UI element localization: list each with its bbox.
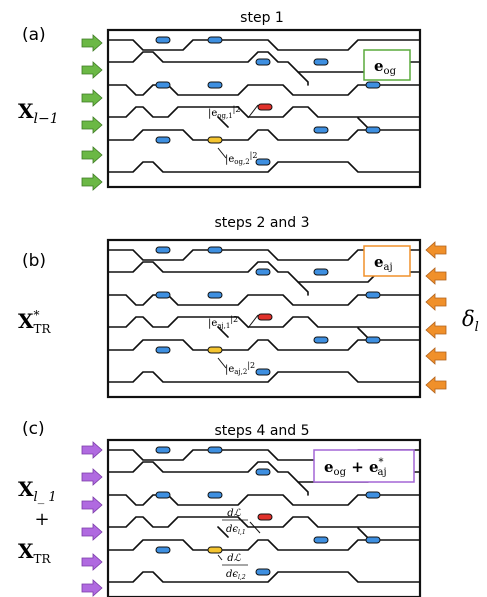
- svg-text:eog + e*aj: eog + e* aj: [324, 457, 387, 478]
- panel-b-title: steps 2 and 3: [214, 215, 309, 231]
- panel-c-ann1: dℒ dϵl,1: [222, 508, 260, 536]
- svg-text:dℒ: dℒ: [227, 508, 241, 519]
- panel-b-right-label: δl: [462, 307, 479, 335]
- panel-b-left-label: X* TR: [18, 308, 52, 336]
- panel-b-label: (b): [22, 251, 46, 271]
- panel-a-title: step 1: [240, 10, 284, 26]
- panel-c-ann2: dℒ dϵl,2: [218, 553, 248, 581]
- panel-c-label: (c): [22, 419, 45, 439]
- panel-b-input-arrows: [426, 242, 446, 393]
- svg-text:dℒ: dℒ: [227, 553, 241, 564]
- panel-c-input-arrows: [82, 442, 102, 596]
- svg-text:dϵl,1: dϵl,1: [226, 524, 246, 536]
- panel-a-label: (a): [22, 25, 46, 45]
- panel-b: (b) steps 2 and 3 eaj |eaj,1|2 |eaj,2|2 …: [18, 215, 479, 397]
- panel-a-input-label: Xl−1: [18, 99, 59, 127]
- panel-c-input-label-2: XTR: [18, 539, 52, 566]
- panel-c-plus: +: [34, 509, 49, 530]
- panel-a-input-arrows: [82, 35, 102, 190]
- panel-b-ann2: |eaj,2|2: [225, 361, 255, 376]
- panel-a: (a) step 1 eog |eog,1|2 |eog,2|2 Xl−1: [18, 10, 420, 190]
- panel-c-title: steps 4 and 5: [214, 423, 309, 439]
- panel-c: (c) steps 4 and 5 eog + e* aj dℒ dϵl,1 dℒ…: [18, 419, 420, 597]
- svg-text:dϵl,2: dϵl,2: [226, 569, 246, 581]
- panel-a-ann2: |eog,2|2: [225, 151, 257, 166]
- panel-c-input-label-1: Xl_ 1: [18, 477, 57, 505]
